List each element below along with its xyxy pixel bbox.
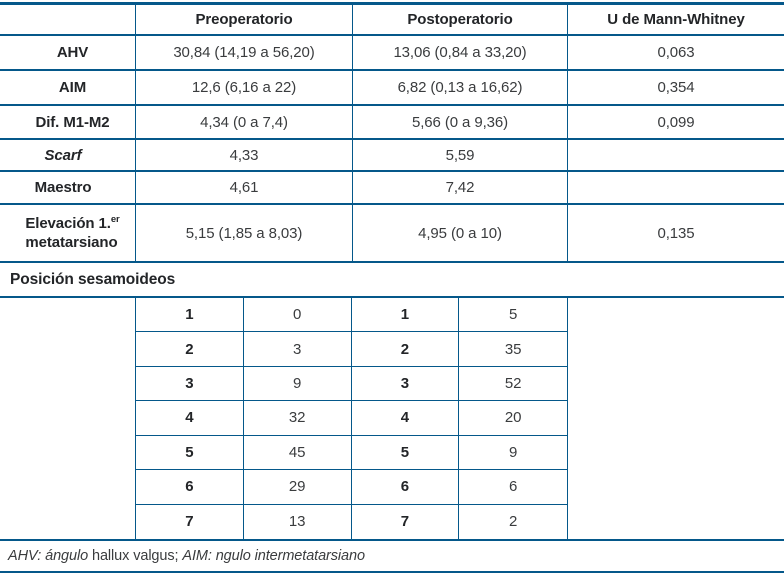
value-cell-scarf-pre: 4,33 [135, 140, 352, 172]
sesamoid-n-post: 35 [459, 332, 567, 367]
sesamoid-n-pre: 45 [243, 435, 352, 471]
sesamoid-pos-pre: 6 [136, 470, 244, 505]
value-cell-ahv-pre: 30,84 (14,19 a 56,20) [135, 36, 352, 71]
value-cell-aim-post: 6,82 (0,13 a 16,62) [352, 71, 567, 106]
sesamoid-pos-pre: 1 [136, 298, 244, 333]
row-label-aim: AIM [0, 71, 135, 106]
footnote-abbrev-aim: AIM: ngulo intermetatarsiano [182, 548, 365, 564]
value-cell-elevacion-pre: 5,15 (1,85 a 8,03) [135, 205, 352, 263]
row-label-scarf: Scarf [0, 140, 135, 172]
sesamoid-pos-post: 2 [351, 332, 460, 367]
section-header-posicion-sesamoideos: Posición sesamoideos [0, 263, 784, 298]
value-cell-dif-pre: 4,34 (0 a 7,4) [135, 106, 352, 140]
sesamoid-subtable-band: 1 0 1 5 2 3 2 35 3 9 3 52 4 32 4 20 5 45… [0, 298, 784, 541]
value-cell-dif-post: 5,66 (0 a 9,36) [352, 106, 567, 140]
row-label-elevacion-text: Elevación 1.er metatarsiano [25, 213, 120, 251]
sesamoid-n-post: 52 [459, 367, 567, 402]
p-value-cell-elevacion: 0,135 [567, 205, 784, 263]
header-cell-postoperatorio: Postoperatorio [352, 5, 567, 36]
footnote: AHV: ángulo hallux valgus; AIM: ngulo in… [0, 541, 784, 573]
p-value-cell-ahv: 0,063 [567, 36, 784, 71]
sesamoid-pos-post: 1 [351, 298, 460, 333]
sesamoid-n-post: 5 [459, 298, 567, 333]
row-label-dif-m1-m2: Dif. M1-M2 [0, 106, 135, 140]
sesamoid-n-pre: 29 [243, 470, 352, 505]
p-value-cell-dif: 0,099 [567, 106, 784, 140]
footnote-regular-text: hallux valgus; [91, 548, 183, 564]
value-cell-maestro-pre: 4,61 [135, 172, 352, 205]
sesamoid-n-post: 20 [459, 401, 567, 436]
sesamoid-n-pre: 0 [243, 298, 352, 333]
sesamoid-n-pre: 13 [244, 504, 352, 539]
sesamoid-n-pre: 9 [243, 366, 352, 402]
sesamoid-pos-post: 7 [352, 504, 460, 539]
subtable-left-spacer [0, 298, 135, 539]
value-cell-elevacion-post: 4,95 (0 a 10) [352, 205, 567, 263]
sesamoid-pos-pre: 7 [136, 504, 244, 539]
sesamoid-pos-post: 5 [351, 435, 460, 471]
sesamoid-pos-pre: 4 [136, 401, 244, 436]
sesamoid-pos-post: 3 [351, 366, 460, 402]
header-cell-preoperatorio: Preoperatorio [135, 5, 352, 36]
value-cell-ahv-post: 13,06 (0,84 a 33,20) [352, 36, 567, 71]
row-label-maestro: Maestro [0, 172, 135, 205]
sesamoid-n-pre: 32 [243, 401, 352, 436]
value-cell-scarf-post: 5,59 [352, 140, 567, 172]
sesamoid-pos-post: 4 [351, 401, 460, 436]
row-label-elevacion-metatarsiano: Elevación 1.er metatarsiano [0, 205, 135, 263]
sesamoid-n-post: 6 [459, 470, 567, 505]
value-cell-aim-pre: 12,6 (6,16 a 22) [135, 71, 352, 106]
sesamoid-pos-post: 6 [351, 470, 460, 505]
value-cell-maestro-post: 7,42 [352, 172, 567, 205]
sesamoid-subtable: 1 0 1 5 2 3 2 35 3 9 3 52 4 32 4 20 5 45… [135, 298, 568, 539]
sesamoid-pos-pre: 2 [136, 332, 244, 367]
p-value-cell-maestro [567, 172, 784, 205]
ordinal-superscript: er [110, 213, 120, 225]
sesamoid-pos-pre: 3 [136, 366, 244, 402]
sesamoid-pos-pre: 5 [136, 435, 244, 471]
header-cell-empty [0, 5, 135, 36]
sesamoid-n-post: 9 [459, 436, 567, 471]
header-cell-mann-whitney: U de Mann-Whitney [567, 5, 784, 36]
p-value-cell-aim: 0,354 [567, 71, 784, 106]
row-label-ahv: AHV [0, 36, 135, 71]
sesamoid-n-pre: 3 [243, 332, 352, 367]
measurements-table: Preoperatorio Postoperatorio U de Mann-W… [0, 2, 784, 263]
footnote-abbrev-ahv: AHV: ángulo [8, 548, 92, 564]
sesamoid-n-post: 2 [509, 513, 518, 531]
p-value-cell-scarf [567, 140, 784, 172]
